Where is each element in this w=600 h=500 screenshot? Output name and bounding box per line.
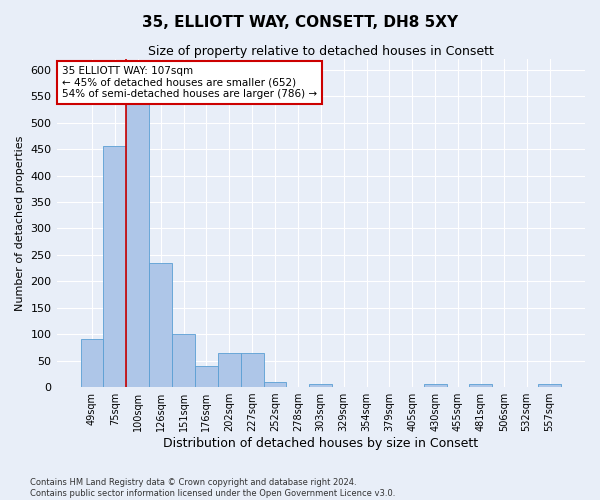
- Bar: [263, 382, 286, 387]
- Text: 35 ELLIOTT WAY: 107sqm
← 45% of detached houses are smaller (652)
54% of semi-de: 35 ELLIOTT WAY: 107sqm ← 45% of detached…: [62, 66, 317, 99]
- Bar: [103, 146, 127, 387]
- Y-axis label: Number of detached properties: Number of detached properties: [15, 136, 25, 311]
- Bar: [80, 340, 103, 387]
- Bar: [218, 352, 241, 387]
- Bar: [149, 263, 172, 387]
- Bar: [469, 384, 493, 387]
- X-axis label: Distribution of detached houses by size in Consett: Distribution of detached houses by size …: [163, 437, 478, 450]
- Bar: [424, 384, 446, 387]
- Bar: [310, 384, 332, 387]
- Bar: [195, 366, 218, 387]
- Bar: [241, 352, 263, 387]
- Bar: [172, 334, 195, 387]
- Bar: [538, 384, 561, 387]
- Bar: [127, 91, 149, 387]
- Text: 35, ELLIOTT WAY, CONSETT, DH8 5XY: 35, ELLIOTT WAY, CONSETT, DH8 5XY: [142, 15, 458, 30]
- Text: Contains HM Land Registry data © Crown copyright and database right 2024.
Contai: Contains HM Land Registry data © Crown c…: [30, 478, 395, 498]
- Title: Size of property relative to detached houses in Consett: Size of property relative to detached ho…: [148, 45, 494, 58]
